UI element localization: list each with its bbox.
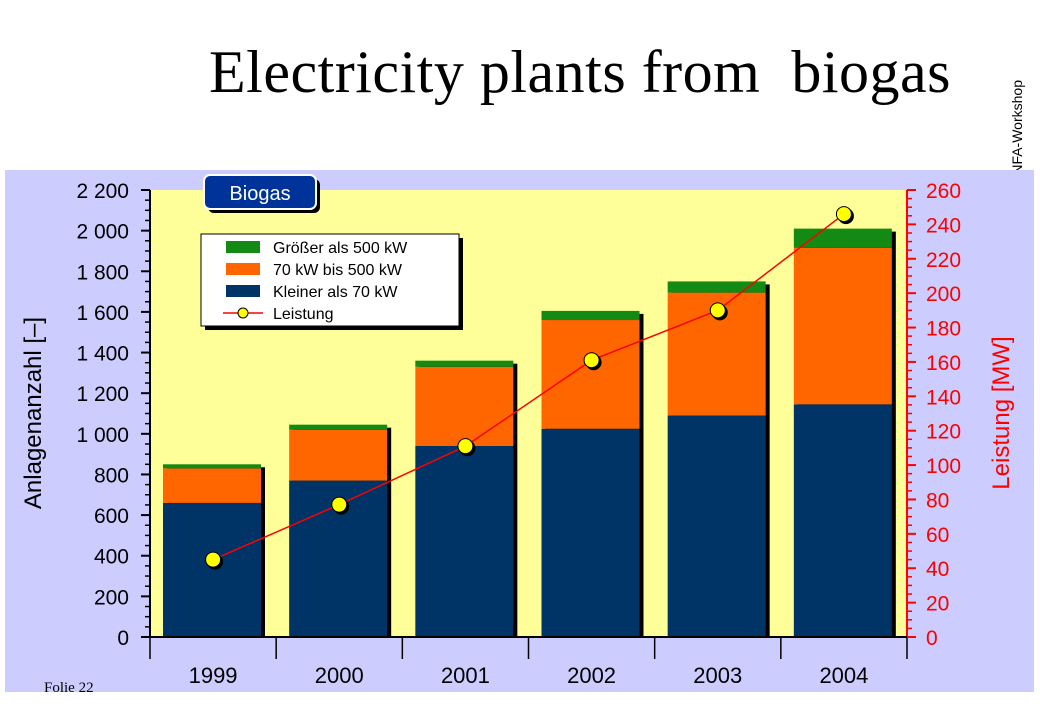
bar-segment <box>793 228 892 248</box>
y-right-axis-title: Leistung [MW] <box>988 336 1015 489</box>
leistung-marker <box>457 438 474 455</box>
y-left-tick-label: 1 800 <box>76 261 129 284</box>
y-left-tick-label: 400 <box>94 546 129 569</box>
y-left-tick-label: 0 <box>117 627 129 650</box>
leistung-marker <box>331 496 348 513</box>
legend-label: Kleiner als 70 kW <box>273 284 398 301</box>
legend-marker-swatch <box>237 307 249 319</box>
bar-segment <box>163 468 261 503</box>
chart-tag: Biogas <box>203 174 320 213</box>
y-right-tick-label: 80 <box>926 489 949 512</box>
y-right-tick-label: 60 <box>926 524 949 547</box>
x-tick-label: 2000 <box>315 663 364 688</box>
leistung-marker <box>709 302 726 319</box>
y-right-tick-label: 220 <box>926 249 961 272</box>
y-left-tick-label: 800 <box>94 464 129 487</box>
y-right-tick-label: 180 <box>926 318 961 341</box>
y-left-tick-label: 2 200 <box>76 180 129 203</box>
leistung-line <box>212 213 845 561</box>
x-tick-label: 1999 <box>189 663 238 688</box>
y-right-tick-label: 160 <box>926 352 961 375</box>
bar-segment <box>415 446 514 637</box>
y-right-tick-label: 40 <box>926 558 949 581</box>
bar-segment <box>667 281 766 293</box>
legend-swatch <box>226 285 260 297</box>
bar-segment <box>541 320 640 429</box>
line-layer <box>205 206 854 570</box>
x-tick-label: 2003 <box>693 663 742 688</box>
x-tick-label: 2002 <box>567 663 616 688</box>
bar-segment <box>289 424 388 430</box>
bar-segment <box>289 429 388 481</box>
tag-box <box>203 174 317 210</box>
x-tick-label: 2004 <box>819 663 868 688</box>
y-left-tick-label: 1 400 <box>76 343 129 366</box>
y-right-tick-label: 140 <box>926 386 961 409</box>
x-tick-label: 2001 <box>441 663 490 688</box>
bar-segment <box>793 404 892 637</box>
y-right-tick-label: 120 <box>926 421 961 444</box>
legend-label: Größer als 500 kW <box>273 240 408 257</box>
y-left-tick-label: 600 <box>94 505 129 528</box>
y-right-tick-label: 200 <box>926 283 961 306</box>
y-left-tick-label: 2 000 <box>76 221 129 244</box>
bar-segment <box>415 366 514 447</box>
leistung-marker <box>583 352 600 369</box>
y-right-tick-label: 260 <box>926 180 961 203</box>
bar-segment <box>541 310 640 321</box>
bar-segment <box>667 415 766 637</box>
legend-swatch <box>226 263 260 275</box>
y-left-tick-label: 200 <box>94 586 129 609</box>
y-right-tick-label: 0 <box>926 627 938 650</box>
legend-label: Leistung <box>273 306 334 323</box>
bar-segment <box>163 464 261 469</box>
axes-layer <box>141 189 916 659</box>
legend-swatch <box>226 241 260 253</box>
y-left-tick-label: 1 600 <box>76 302 129 325</box>
bars-layer <box>163 228 896 637</box>
leistung-marker <box>835 206 852 223</box>
y-right-tick-label: 240 <box>926 214 961 237</box>
bar-segment <box>163 502 261 637</box>
legend-label: 70 kW bis 500 kW <box>273 262 403 279</box>
slide-number: Folie 22 <box>44 680 94 696</box>
y-right-tick-label: 100 <box>926 455 961 478</box>
legend: Größer als 500 kW 70 kW bis 500 kW Kleiner… <box>200 233 463 330</box>
bar-segment <box>541 428 640 637</box>
slide-title: Electricity plants from biogas <box>209 39 951 105</box>
y-left-tick-label: 1 000 <box>76 424 129 447</box>
bar-segment <box>415 360 514 367</box>
tag-label: Biogas <box>229 183 290 205</box>
y-right-tick-label: 20 <box>926 593 949 616</box>
y-left-tick-label: 1 200 <box>76 383 129 406</box>
bar-segment <box>793 247 892 405</box>
leistung-marker <box>205 551 222 568</box>
y-left-axis-title: Anlagenanzahl [–] <box>20 317 47 509</box>
